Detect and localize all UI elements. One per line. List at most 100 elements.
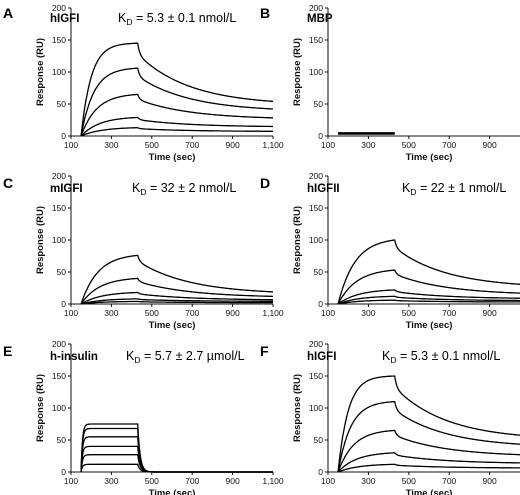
sensorgram-curve (80, 67, 273, 137)
sensorgram-curve (80, 42, 273, 137)
y-tick-label: 50 (57, 267, 67, 277)
x-tick-label: 700 (442, 476, 456, 486)
y-axis-title: Response (RU) (35, 38, 46, 106)
y-tick-label: 100 (309, 403, 323, 413)
y-tick-label: 150 (52, 35, 66, 45)
sensorgram-curve (80, 454, 273, 473)
kd-value: = 5.3 ± 0.1 nmol/L (132, 11, 236, 25)
sensorgram-curve (80, 291, 273, 305)
panel-title: h-insulin (50, 351, 98, 363)
kd-annotation: KD = 32 ± 2 nmol/L (132, 181, 236, 197)
panel-title: hIGFII (307, 183, 340, 195)
x-tick-label: 300 (361, 140, 375, 150)
sensorgram-curve (80, 298, 273, 305)
x-tick-label: 700 (185, 476, 199, 486)
sensorgram-curve (337, 289, 520, 305)
y-tick-label: 150 (52, 203, 66, 213)
panel-f: 0 50 100 150 200 100 300 500 700 900 1,100 Time (se… (260, 339, 520, 495)
x-tick-label: 100 (321, 308, 335, 318)
y-tick-label: 200 (309, 171, 323, 181)
x-tick-label: 700 (442, 140, 456, 150)
panel-letter: E (3, 343, 12, 359)
sensorgram-curve (80, 127, 273, 137)
x-tick-label: 1,100 (262, 476, 284, 486)
sensorgram-curve (80, 116, 273, 137)
x-tick-label: 300 (104, 476, 118, 486)
sensorgram-curve (337, 375, 520, 473)
panel-c: 0 50 100 150 200 100 300 500 700 900 1,100 Time (se… (3, 171, 284, 331)
sensorgram-curve (80, 277, 273, 305)
sensorgram-curve (80, 93, 273, 137)
kd-symbol: K (118, 11, 127, 25)
x-tick-label: 100 (64, 308, 78, 318)
kd-symbol: K (382, 349, 391, 363)
x-tick-label: 500 (402, 140, 416, 150)
y-axis-title: Response (RU) (292, 206, 303, 274)
x-tick-label: 500 (145, 308, 159, 318)
x-axis-title: Time (sec) (406, 152, 453, 163)
x-tick-label: 1,100 (262, 308, 284, 318)
x-axis-title: Time (sec) (406, 488, 453, 495)
kd-symbol: K (126, 349, 135, 363)
x-axis-title: Time (sec) (149, 320, 196, 331)
kd-value: = 5.3 ± 0.1 nmol/L (396, 349, 500, 363)
x-tick-label: 300 (104, 308, 118, 318)
y-tick-label: 150 (309, 203, 323, 213)
y-tick-label: 150 (52, 371, 66, 381)
y-tick-label: 100 (52, 67, 66, 77)
kd-symbol: K (132, 181, 141, 195)
panel-title: mIGFI (50, 183, 83, 195)
y-tick-label: 100 (309, 235, 323, 245)
panel-a: 0 50 100 150 200 100 300 500 700 900 1,100 Time (se… (3, 3, 284, 163)
x-axis-title: Time (sec) (149, 488, 196, 495)
panel-title: hIGFI (307, 351, 336, 363)
x-tick-label: 900 (226, 140, 240, 150)
x-tick-label: 900 (483, 308, 497, 318)
panel-letter: B (260, 5, 270, 21)
kd-value: = 32 ± 2 nmol/L (146, 181, 236, 195)
x-tick-label: 100 (321, 476, 335, 486)
x-tick-label: 500 (145, 140, 159, 150)
y-tick-label: 200 (52, 339, 66, 349)
y-tick-label: 50 (57, 99, 67, 109)
sensorgram-curve (337, 299, 520, 305)
kd-value: = 22 ± 1 nmol/L (416, 181, 506, 195)
y-tick-label: 150 (309, 371, 323, 381)
kd-subscript: D (126, 17, 132, 27)
y-tick-label: 50 (314, 435, 324, 445)
panel-letter: A (3, 5, 13, 21)
panel-d: 0 50 100 150 200 100 300 500 700 900 1,100 Time (se… (260, 171, 520, 331)
x-tick-label: 1,100 (262, 140, 284, 150)
kd-value: = 5.7 ± 2.7 µmol/L (140, 349, 244, 363)
y-tick-label: 200 (52, 3, 66, 13)
kd-subscript: D (140, 187, 146, 197)
x-tick-label: 500 (402, 476, 416, 486)
y-tick-label: 50 (57, 435, 67, 445)
y-axis-title: Response (RU) (35, 206, 46, 274)
panel-letter: C (3, 175, 13, 191)
y-tick-label: 200 (309, 339, 323, 349)
kd-subscript: D (410, 187, 416, 197)
y-tick-label: 100 (52, 235, 66, 245)
y-tick-label: 0 (61, 131, 66, 141)
y-tick-label: 0 (318, 299, 323, 309)
kd-annotation: KD = 5.3 ± 0.1 nmol/L (382, 349, 500, 365)
sensorgram-curve (337, 295, 520, 305)
x-tick-label: 900 (483, 476, 497, 486)
sensorgram-curve (80, 300, 273, 305)
sensorgram-curve (337, 463, 520, 473)
sensorgram-curve (80, 427, 273, 473)
y-tick-label: 0 (61, 299, 66, 309)
y-tick-label: 100 (309, 67, 323, 77)
kd-annotation: KD = 5.3 ± 0.1 nmol/L (118, 11, 236, 27)
sensorgram-curve (337, 429, 520, 473)
panel-letter: D (260, 175, 270, 191)
x-tick-label: 500 (145, 476, 159, 486)
panel-b: 0 50 100 150 200 100 300 500 700 900 1,100 Time (se… (260, 3, 520, 163)
x-tick-label: 900 (483, 140, 497, 150)
x-tick-label: 700 (185, 140, 199, 150)
sensorgram-curve (337, 269, 520, 305)
x-tick-label: 300 (361, 476, 375, 486)
x-tick-label: 300 (104, 140, 118, 150)
x-tick-label: 900 (226, 308, 240, 318)
